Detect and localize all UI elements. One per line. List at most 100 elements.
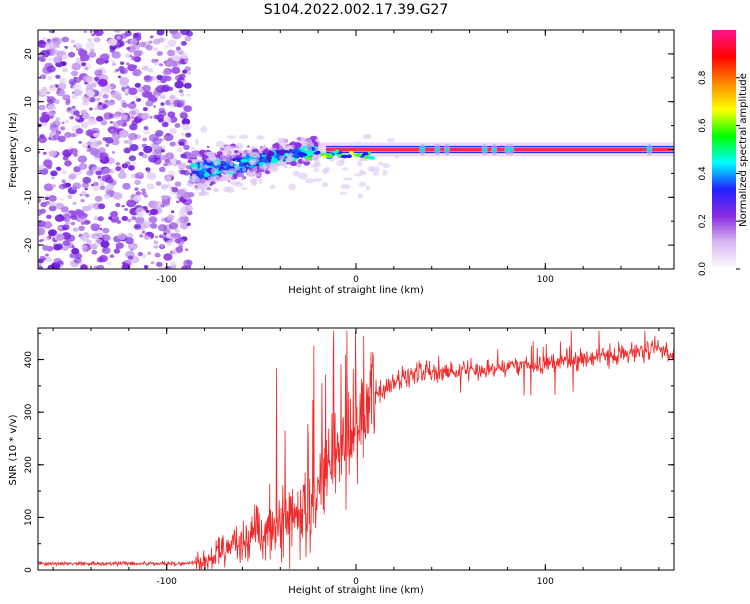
noise-speckle [75,116,80,120]
noise-speckle [147,251,152,255]
colorbar-tick-label: 0.2 [698,214,708,228]
halo-blob [313,168,320,173]
noise-speckle [142,137,148,142]
noise-speckle [153,38,161,45]
noise-speckle [68,78,77,86]
noise-speckle [100,240,110,248]
noise-speckle [175,46,181,51]
y-tick-label: 300 [24,403,34,420]
noise-speckle [135,207,146,216]
noise-speckle [116,119,124,126]
noise-speckle [150,35,154,39]
spectral-blob [243,155,247,159]
noise-speckle [124,89,129,93]
noise-speckle [67,194,73,199]
halo-blob [238,134,249,139]
noise-speckle [141,153,148,159]
noise-speckle [180,30,190,36]
spectral-blob [267,156,272,161]
noise-speckle [55,233,65,241]
noise-speckle [39,134,45,139]
halo-blob [193,186,201,191]
noise-speckle [134,82,141,88]
noise-speckle [132,162,137,166]
noise-speckle [178,99,186,105]
noise-speckle [48,205,57,212]
noise-speckle [153,240,159,245]
noise-speckle [105,183,114,191]
carrier-feature-core [492,146,497,153]
noise-speckle [167,214,175,221]
spectral-blob [288,149,293,152]
y-tick-label: 200 [24,456,34,473]
noise-speckle [46,214,52,219]
noise-speckle [50,170,58,177]
spectral-blob [240,159,246,163]
noise-speckle [56,166,61,171]
noise-speckle [117,75,122,79]
noise-speckle [113,114,120,119]
noise-speckle [108,113,116,119]
x-tick-label: 0 [353,275,359,285]
noise-speckle [182,123,191,131]
noise-speckle [53,257,62,265]
carrier-feature-core [647,146,652,153]
halo-blob [288,183,297,190]
noise-speckle [124,208,128,211]
noise-speckle [64,160,72,167]
spectral-blob [279,161,287,167]
noise-speckle [74,42,83,49]
carrier-wobble [305,152,313,157]
halo-blob [235,142,244,150]
noise-speckle [38,198,42,203]
noise-speckle [123,140,128,144]
halo-blob [191,173,198,180]
halo-blob [339,191,347,196]
noise-speckle [101,234,111,242]
noise-speckle [164,59,174,67]
noise-speckle [164,45,170,50]
noise-speckle [160,184,168,190]
noise-speckle [141,112,150,120]
noise-speckle [162,200,171,207]
noise-speckle [92,30,99,34]
noise-speckle [141,188,146,193]
colorbar-tick-label: 0.8 [698,70,708,85]
noise-speckle [93,76,100,82]
noise-speckle [167,39,177,47]
noise-speckle [174,81,184,89]
noise-speckle [97,175,102,179]
noise-speckle [125,62,130,66]
spectral-blob [261,158,268,163]
carrier-feature-core [509,146,514,153]
noise-speckle [46,38,52,43]
noise-speckle [72,83,82,91]
noise-speckle [42,151,47,155]
noise-speckle [49,202,56,207]
noise-speckle [90,149,97,154]
carrier-feature-core [420,146,425,153]
halo-blob [187,179,196,184]
noise-speckle [65,182,71,188]
halo-blob [366,185,371,191]
noise-speckle [166,161,172,166]
noise-speckle [99,152,109,160]
spectral-blob [296,137,302,141]
noise-speckle [102,167,111,175]
noise-speckle [45,257,53,262]
noise-speckle [134,179,142,185]
noise-speckle [88,97,96,103]
noise-speckle [55,74,61,79]
noise-speckle [102,227,110,234]
carrier-wobble [306,156,313,161]
noise-speckle [161,85,170,92]
noise-speckle [153,47,159,52]
noise-speckle [39,87,49,95]
noise-speckle [46,111,50,115]
noise-speckle [156,74,163,80]
carrier-wobble [367,156,376,160]
spectral-blob [191,150,199,157]
noise-speckle [79,233,90,242]
noise-speckle [184,141,189,146]
spectral-blob [236,171,240,174]
